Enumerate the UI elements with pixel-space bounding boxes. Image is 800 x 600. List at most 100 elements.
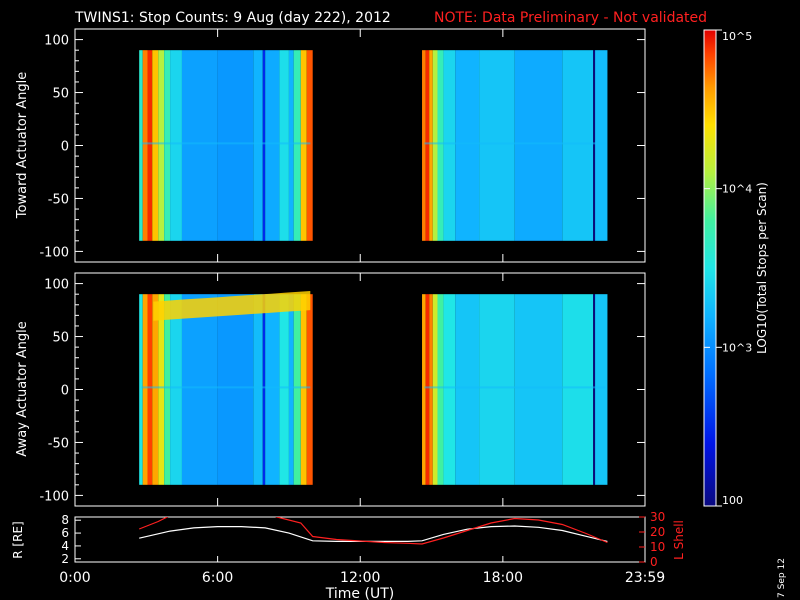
y-tick-label: -50 [48, 192, 69, 207]
spectrogram-band [279, 50, 289, 241]
spectrogram-band [432, 294, 438, 485]
spectrogram-band [158, 50, 165, 241]
spectrogram-band [262, 294, 266, 485]
colorbar-tick-label: 10^5 [722, 30, 752, 43]
spectrogram-band [429, 294, 433, 485]
y-tick-label: 0 [61, 140, 69, 155]
zero-angle-stripe [424, 386, 606, 389]
preliminary-note: NOTE: Data Preliminary - Not validated [434, 10, 707, 26]
colorbar-tick-label: 10^3 [722, 341, 752, 354]
colorbar-tick-label: 100 [722, 494, 743, 507]
away-ylabel: Away Actuator Angle [15, 321, 30, 456]
spectrogram-band [139, 50, 143, 241]
x-tick-label: 12:00 [340, 570, 380, 586]
spectrogram-band [152, 294, 159, 485]
colorbar-label: LOG10(Total Stops per Scan) [755, 182, 769, 354]
colorbar-tick-label: 10^4 [722, 183, 752, 196]
spectrogram-band [422, 294, 426, 485]
colorbar-gradient [703, 29, 717, 507]
r-tick-label: 2 [61, 552, 69, 566]
r-axis-label: R [RE] [11, 521, 25, 558]
spectrogram-band [562, 50, 594, 241]
spectrogram-band [425, 50, 430, 241]
y-tick-label: 50 [52, 87, 69, 102]
spectrogram-band [455, 50, 480, 241]
toward-axis: 100 50 0 -50 -100 [39, 29, 646, 262]
spectrogram-band [562, 294, 594, 485]
zero-angle-stripe [141, 142, 311, 145]
away-spectrogram [139, 291, 608, 485]
spectrogram-band [425, 294, 430, 485]
orbit-lines [138, 517, 608, 545]
x-tick-label: 0:00 [59, 570, 90, 586]
spectrogram-band [422, 50, 426, 241]
spectrogram-band [593, 294, 596, 485]
r-tick-label: 4 [61, 539, 69, 553]
y-tick-label: 100 [44, 34, 69, 49]
spectrogram-band [147, 294, 153, 485]
toward-spectrogram [139, 50, 608, 241]
high-count-overlay [153, 291, 311, 321]
toward-ylabel: Toward Actuator Angle [15, 72, 30, 219]
spectrogram-band [479, 294, 515, 485]
panel-frame [74, 516, 646, 563]
spectrogram-band [265, 294, 280, 485]
spectrogram-band [265, 50, 280, 241]
spectrogram-band [217, 50, 254, 241]
r-series-line [139, 525, 608, 542]
away-axis: 100 50 0 -50 -100 [39, 273, 646, 506]
lshell-tick-label: 20 [650, 525, 665, 539]
spectrogram-band [152, 50, 159, 241]
toward-angle-panel: 100 50 0 -50 -100 Toward Actuator Angle [15, 28, 646, 263]
spectrogram-band [595, 50, 608, 241]
spectrogram-band [262, 50, 266, 241]
colorbar-ticks: 10^5 10^4 10^3 100 [704, 29, 752, 507]
r-tick-label: 6 [61, 526, 69, 540]
spectrogram-band [443, 294, 456, 485]
spectrogram-band [455, 294, 480, 485]
time-axis: 0:00 6:00 12:00 18:00 23:59 [59, 570, 665, 586]
away-angle-panel: 100 50 0 -50 -100 Away Actuator Angle [15, 272, 646, 507]
spectrogram-band [164, 294, 171, 485]
spectrogram-band [437, 294, 444, 485]
spectrogram-band [164, 50, 171, 241]
lshell-axis-label: L Shell [672, 520, 686, 560]
y-tick-label: 0 [61, 384, 69, 399]
spectrogram-band [217, 294, 254, 485]
spectrogram-band [158, 294, 165, 485]
x-tick-label: 18:00 [483, 570, 523, 586]
spectrogram-band [139, 294, 143, 485]
spectrogram-band [253, 50, 263, 241]
lshell-tick-label: 10 [650, 540, 665, 554]
x-tick-label: 6:00 [202, 570, 233, 586]
spectrogram-band [300, 50, 307, 241]
r-tick-label: 8 [61, 513, 69, 527]
zero-angle-stripe [141, 386, 311, 389]
spectrogram-band [514, 50, 563, 241]
figure-title: TWINS1: Stop Counts: 9 Aug (day 222), 20… [74, 10, 391, 26]
colorbar: 10^5 10^4 10^3 100 LOG10(Total Stops per Sc… [703, 29, 769, 507]
spectrogram-band [142, 294, 148, 485]
spectrogram-band [170, 294, 182, 485]
spectrogram-band [170, 50, 182, 241]
spectrogram-band [288, 294, 294, 485]
spectrogram-band [593, 50, 596, 241]
spectrogram-band [288, 50, 294, 241]
time-axis-label: Time (UT) [325, 586, 394, 600]
spectrogram-band [306, 50, 313, 241]
zero-angle-stripe [424, 142, 606, 145]
x-tick-label: 23:59 [625, 570, 665, 586]
y-tick-label: -100 [39, 489, 69, 504]
lshell-tick-label: 30 [650, 510, 665, 524]
spectrogram-band [300, 294, 307, 485]
spectrogram-band [432, 50, 438, 241]
spectrogram-band [306, 294, 313, 485]
spectrogram-band [437, 50, 444, 241]
spectrogram-band [595, 294, 608, 485]
spectrogram-band [142, 50, 148, 241]
spectrogram-band [253, 294, 263, 485]
spectrogram-band [147, 50, 153, 241]
